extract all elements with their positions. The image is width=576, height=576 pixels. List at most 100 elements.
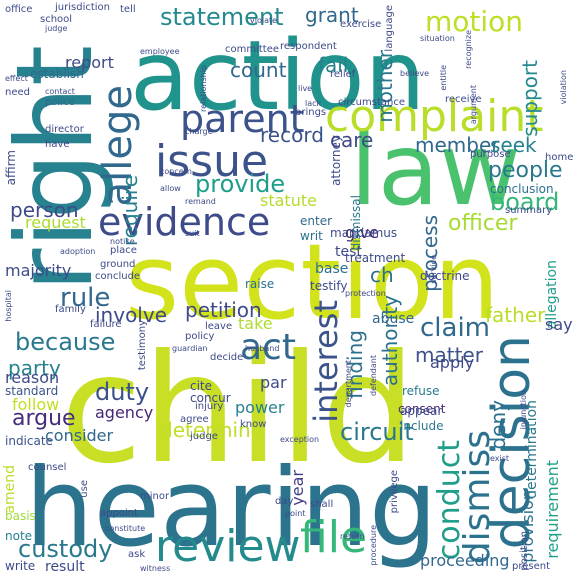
word-people: people <box>488 158 563 183</box>
word-statement: statement <box>160 3 284 31</box>
word-write: write <box>5 559 36 573</box>
word-present: present <box>512 561 551 572</box>
word-indicate: indicate <box>5 434 53 448</box>
word-lack: lack <box>305 99 322 108</box>
word-believe: believe <box>400 69 430 78</box>
word-power: power <box>235 398 285 417</box>
word-fail: fail <box>318 53 349 77</box>
word-require: require <box>118 175 142 247</box>
word-situation: situation <box>420 34 455 43</box>
word-committee: committee <box>225 44 280 55</box>
word-count: count <box>230 58 287 82</box>
word-procedure: procedure <box>369 525 378 566</box>
word-agency: agency <box>95 403 154 422</box>
word-guardian: guardian <box>172 344 208 353</box>
word-ground: ground <box>100 259 136 270</box>
word-seek: seek <box>490 133 537 157</box>
word-violate: violate <box>250 16 278 25</box>
word-receive: receive <box>445 94 482 105</box>
word-request: request <box>25 213 86 232</box>
word-know: know <box>240 419 267 430</box>
word-custody: custody <box>18 535 113 563</box>
word-parent: parent <box>180 97 305 141</box>
word-conclusion: conclusion <box>490 182 554 196</box>
word-live: live <box>298 84 313 93</box>
word-abuse: abuse <box>372 311 415 327</box>
word-failure: failure <box>90 319 122 330</box>
word-argue: argue <box>12 406 76 431</box>
word-appear: appear <box>400 404 443 418</box>
word-establish: establish <box>30 67 84 81</box>
word-say: say <box>545 315 573 334</box>
word-circuit: circuit <box>340 418 414 446</box>
word-respondent: respondent <box>280 41 337 52</box>
word-relief: relief <box>330 69 356 80</box>
word-requirement: requirement <box>543 460 562 559</box>
word-motion: motion <box>425 5 524 38</box>
word-file: file <box>300 512 368 563</box>
word-evidence: evidence <box>98 200 271 244</box>
word-petition: petition <box>185 298 262 322</box>
word-matter: matter <box>415 343 483 367</box>
word-return: return <box>340 532 365 541</box>
word-raise: raise <box>245 277 275 291</box>
word-include: include <box>400 419 444 433</box>
word-section: section <box>125 221 500 343</box>
word-consider: consider <box>45 426 114 445</box>
word-rule: rule <box>60 283 111 313</box>
word-constitute: constitute <box>105 524 146 533</box>
word-effect: effect <box>5 74 28 83</box>
word-enter: enter <box>300 214 333 228</box>
word-use: use <box>79 480 90 498</box>
word-purpose: purpose <box>470 149 511 160</box>
word-note: note <box>5 529 33 543</box>
word-father: father <box>485 303 546 327</box>
word-recognize: recognize <box>464 30 473 69</box>
word-husband: husband <box>245 344 280 353</box>
word-home: home <box>545 152 574 163</box>
word-summary: summary <box>505 205 553 216</box>
word-duty: duty <box>95 378 150 406</box>
word-jurisdiction: jurisdiction <box>55 2 110 13</box>
word-charge: charge <box>185 127 213 136</box>
word-conclude: conclude <box>95 271 141 282</box>
word-statute: statute <box>260 191 317 210</box>
word-base: base <box>315 261 349 277</box>
word-result: result <box>45 559 85 575</box>
word-protection: protection <box>345 289 386 298</box>
word-relationship: relationship <box>199 65 208 113</box>
word-test: test <box>335 244 362 260</box>
word-deny: deny <box>486 400 510 450</box>
word-shall: shall <box>310 499 334 510</box>
word-issue: issue <box>155 136 269 187</box>
word-family: family <box>55 304 86 315</box>
word-mother: mother <box>373 50 397 123</box>
word-witness: witness <box>140 564 171 573</box>
word-defendant: defendant <box>369 355 378 396</box>
word-department: department <box>344 360 353 408</box>
word-affirm: affirm <box>4 150 18 186</box>
word-ch: ch <box>370 263 394 287</box>
word-privilege: privilege <box>389 470 400 514</box>
word-hearing: hearing <box>25 446 438 571</box>
word-writ: writ <box>300 229 323 243</box>
word-concern: concern <box>160 167 192 176</box>
word-par: par <box>260 373 287 392</box>
word-brings: brings <box>295 107 327 118</box>
word-exist: exist <box>490 454 510 463</box>
word-contact: contact <box>45 87 75 96</box>
word-violation: violation <box>559 70 568 105</box>
word-ask: ask <box>128 549 146 560</box>
word-board: board <box>490 188 560 216</box>
word-follow: follow <box>12 395 60 414</box>
word-dismissal: dismissal <box>349 195 363 251</box>
word-testimony: testimony <box>137 320 148 371</box>
word-support: support <box>518 60 542 137</box>
word-place: place <box>110 245 137 256</box>
word-entitle: entitle <box>439 65 448 91</box>
word-office: office <box>5 4 33 15</box>
word-judge: judge <box>45 24 68 33</box>
word-interest: interest <box>307 300 345 423</box>
word-agree: agree <box>180 414 209 425</box>
word-point: point <box>285 509 306 518</box>
